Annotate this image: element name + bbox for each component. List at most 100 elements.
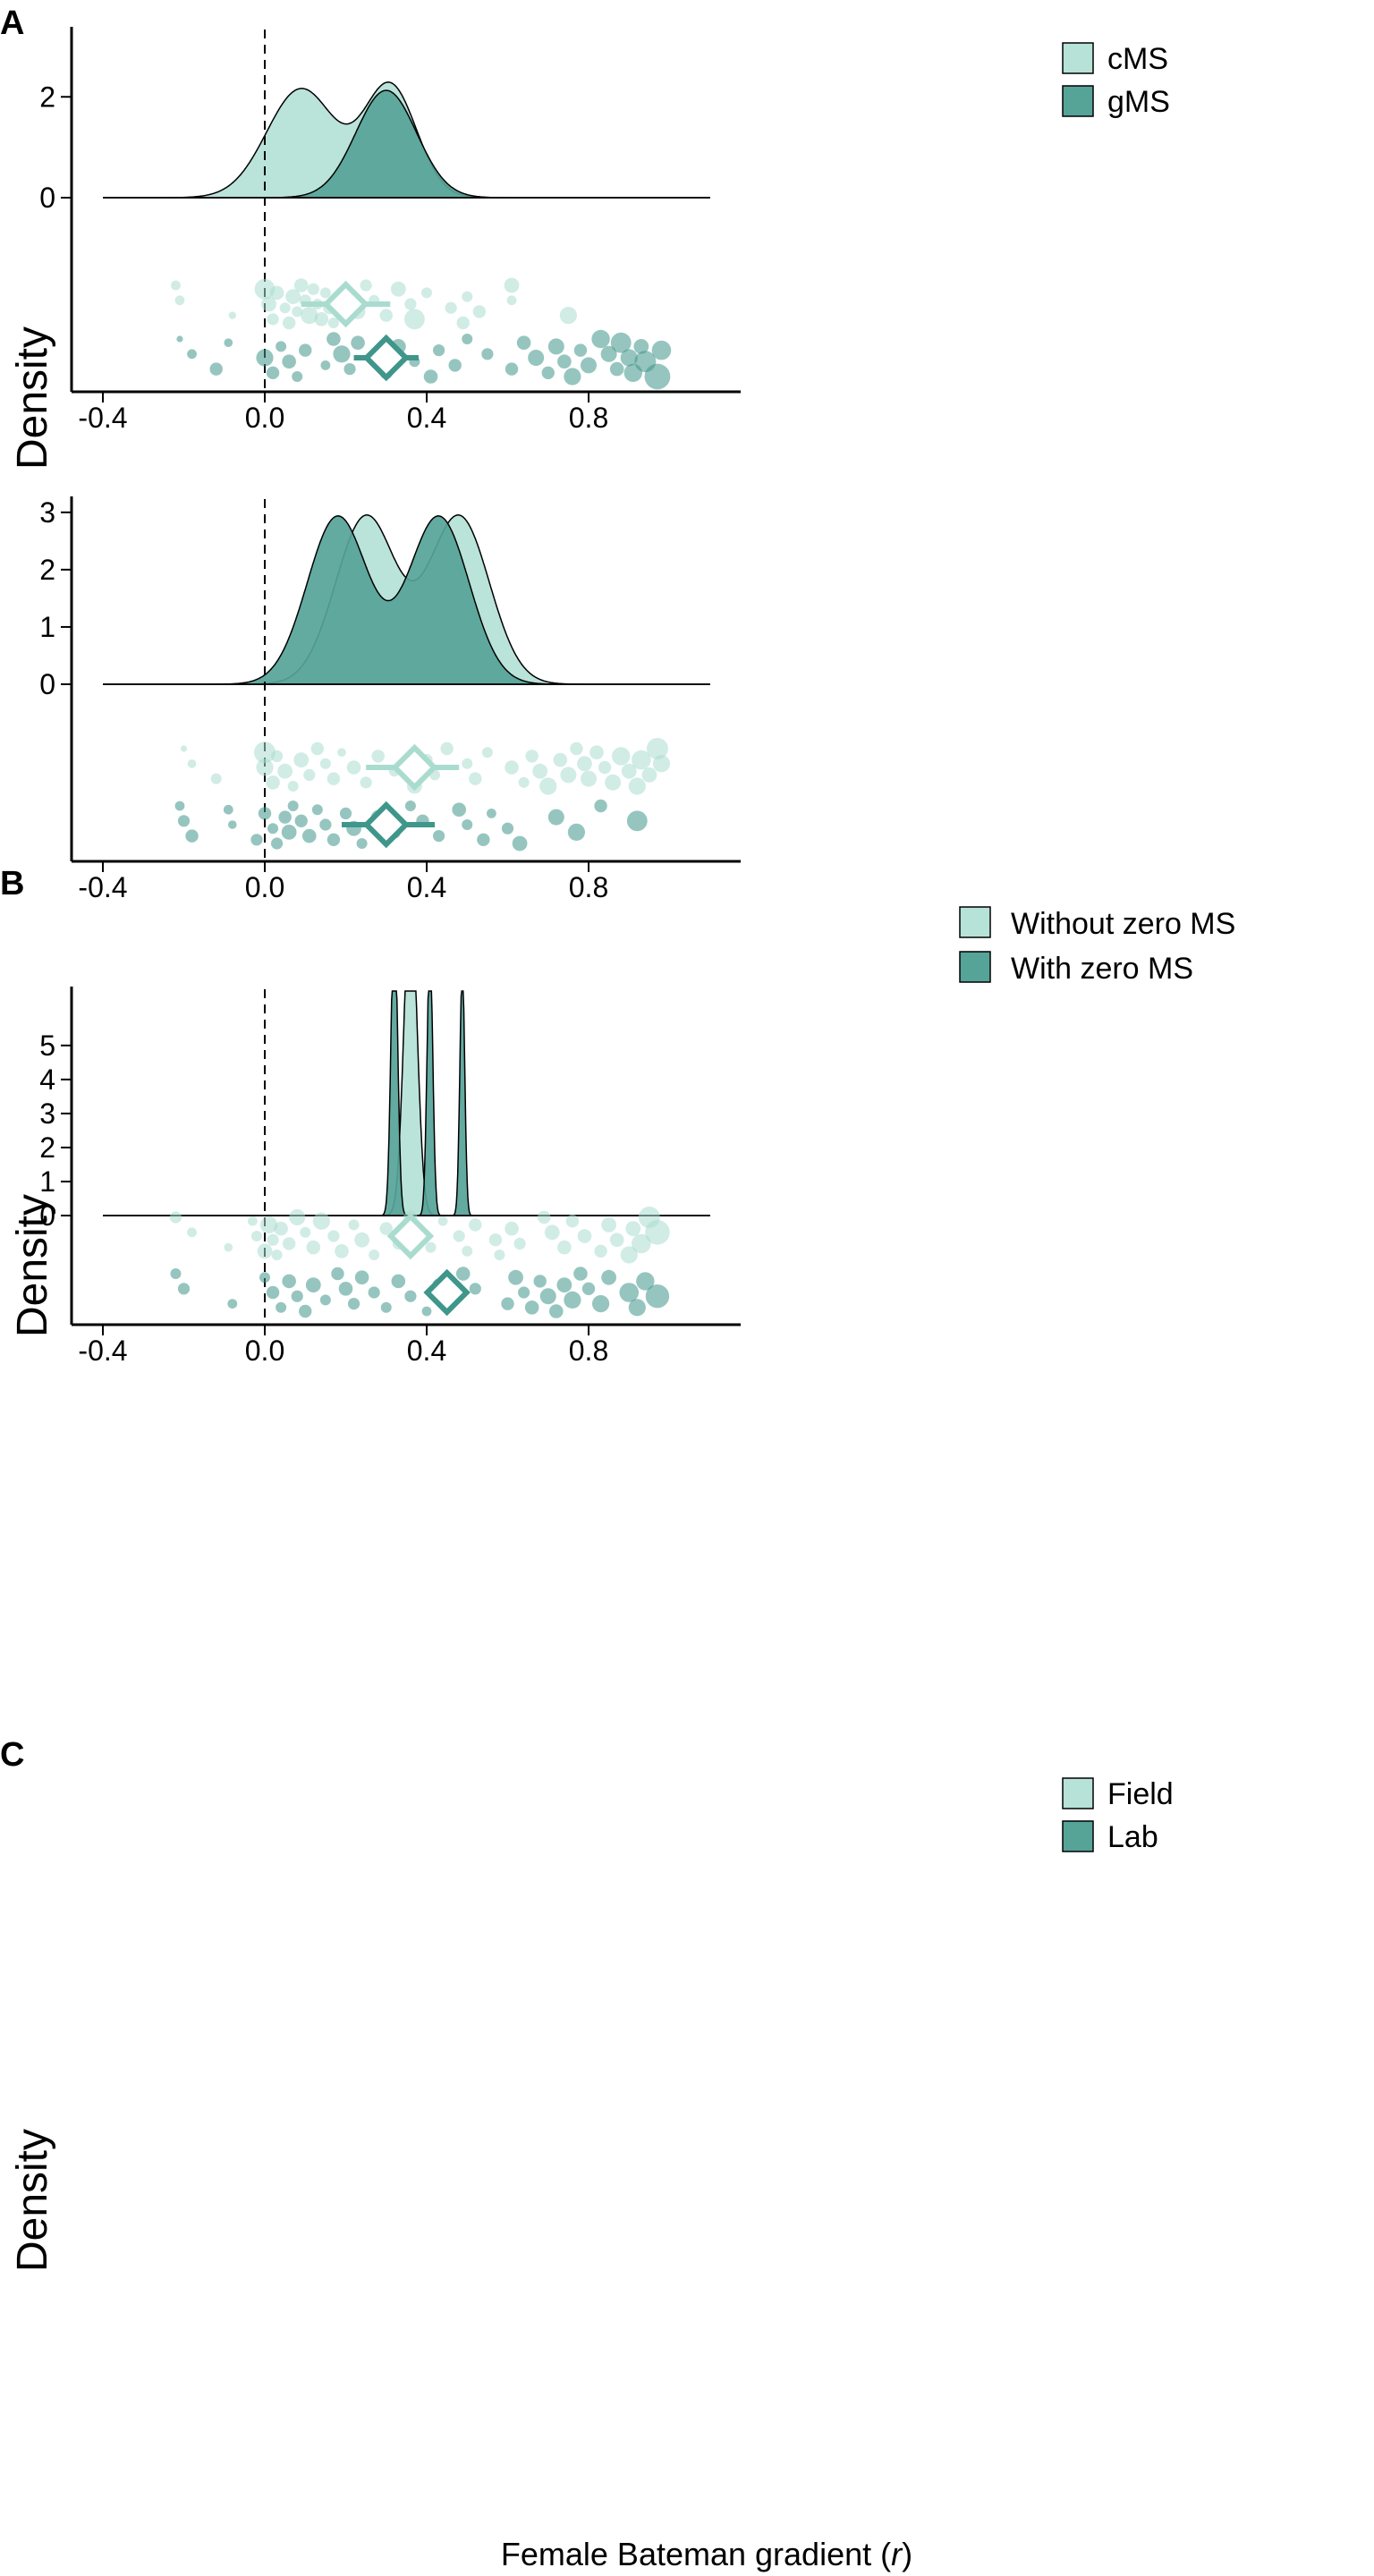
data-point xyxy=(453,1230,465,1242)
data-point xyxy=(335,1244,349,1258)
data-point xyxy=(652,755,671,773)
data-point xyxy=(174,295,185,306)
x-tick-label: 0.8 xyxy=(569,1335,608,1367)
x-tick-label: 0.4 xyxy=(407,1335,446,1367)
data-point xyxy=(354,1270,369,1284)
data-point xyxy=(432,344,445,357)
data-point xyxy=(319,818,332,831)
data-point xyxy=(641,767,657,783)
data-point xyxy=(270,837,284,850)
data-point xyxy=(391,1274,406,1289)
data-point xyxy=(547,338,564,355)
legend-swatch-without-zero-ms xyxy=(959,906,991,938)
data-point xyxy=(314,312,329,326)
data-point xyxy=(250,1231,262,1241)
data-point xyxy=(356,838,368,849)
data-point xyxy=(250,834,263,846)
data-point xyxy=(609,1233,624,1247)
data-point xyxy=(448,359,462,372)
data-point xyxy=(379,1222,393,1235)
data-point xyxy=(282,316,296,330)
data-point xyxy=(390,281,406,297)
data-point xyxy=(277,763,293,779)
legend-label-without-zero-ms: Without zero MS xyxy=(1011,907,1235,941)
legend-label-lab: Lab xyxy=(1107,1820,1158,1854)
panel-a: A Density 0 2 -0.4 0.0 0.4 0.8 cMS gMS xyxy=(0,4,1170,470)
data-point xyxy=(628,1299,646,1317)
data-point xyxy=(267,823,279,835)
legend-swatch-field xyxy=(1062,1777,1094,1809)
data-point xyxy=(293,752,310,767)
data-point xyxy=(346,760,361,775)
data-point xyxy=(577,756,592,772)
data-point xyxy=(528,350,545,366)
data-point xyxy=(293,278,309,292)
data-point xyxy=(598,760,612,775)
x-tick-label: 0.4 xyxy=(407,871,446,903)
data-point xyxy=(621,763,637,779)
data-point xyxy=(488,1233,503,1247)
data-point xyxy=(565,1215,580,1228)
data-point xyxy=(368,1286,380,1299)
data-point xyxy=(513,1237,526,1250)
data-point xyxy=(626,810,648,832)
data-point xyxy=(307,283,319,295)
data-point xyxy=(300,1226,311,1238)
data-point xyxy=(319,287,331,299)
data-point xyxy=(421,1306,432,1317)
data-point xyxy=(338,1282,353,1296)
data-point xyxy=(294,814,308,827)
data-point xyxy=(645,1220,670,1245)
legend-label-gms: gMS xyxy=(1107,85,1170,119)
legend-swatch-lab xyxy=(1062,1820,1094,1852)
data-point xyxy=(518,776,530,788)
data-point xyxy=(287,781,299,792)
data-point xyxy=(501,822,514,835)
mean-diamond xyxy=(322,280,369,328)
data-point xyxy=(404,801,416,811)
data-point xyxy=(577,1229,592,1243)
data-point xyxy=(256,349,274,367)
data-point xyxy=(560,767,577,784)
x-tick-label: 0.0 xyxy=(245,871,284,903)
data-point xyxy=(344,363,356,376)
data-point xyxy=(176,335,183,343)
density-curve-light xyxy=(103,990,710,1216)
panel-c-ylabel: Density xyxy=(9,2129,56,2272)
x-tick-label: 0.4 xyxy=(407,402,446,434)
data-point xyxy=(177,815,191,827)
data-point xyxy=(266,366,280,379)
data-point xyxy=(591,329,610,349)
data-point xyxy=(254,741,276,764)
data-point xyxy=(320,360,331,370)
data-point xyxy=(303,768,316,782)
data-point xyxy=(605,774,622,791)
y-tick-label: 3 xyxy=(39,1097,55,1130)
x-tick-label: 0.0 xyxy=(245,1335,284,1367)
data-point xyxy=(404,309,425,330)
data-point xyxy=(632,1233,651,1254)
x-tick-label: -0.4 xyxy=(78,402,127,434)
y-tick-label: 1 xyxy=(39,1165,55,1198)
x-tick-label: -0.4 xyxy=(78,1335,127,1367)
data-point xyxy=(601,1269,617,1285)
data-point xyxy=(170,1268,182,1279)
data-point xyxy=(171,280,181,291)
data-point xyxy=(524,1301,539,1315)
panel-a-letter: A xyxy=(0,4,24,42)
panel-a-legend: cMS gMS xyxy=(1062,42,1170,119)
data-point xyxy=(299,1304,312,1318)
data-point xyxy=(539,777,557,795)
data-point xyxy=(462,1245,473,1257)
x-tick-label: 0.8 xyxy=(569,871,608,903)
data-point xyxy=(440,741,454,756)
x-tick-label: 0.0 xyxy=(245,402,284,434)
data-point xyxy=(469,1218,482,1232)
data-point xyxy=(312,1212,330,1230)
data-point xyxy=(354,1232,369,1248)
data-point xyxy=(327,318,339,328)
mean-diamond xyxy=(386,1212,435,1260)
